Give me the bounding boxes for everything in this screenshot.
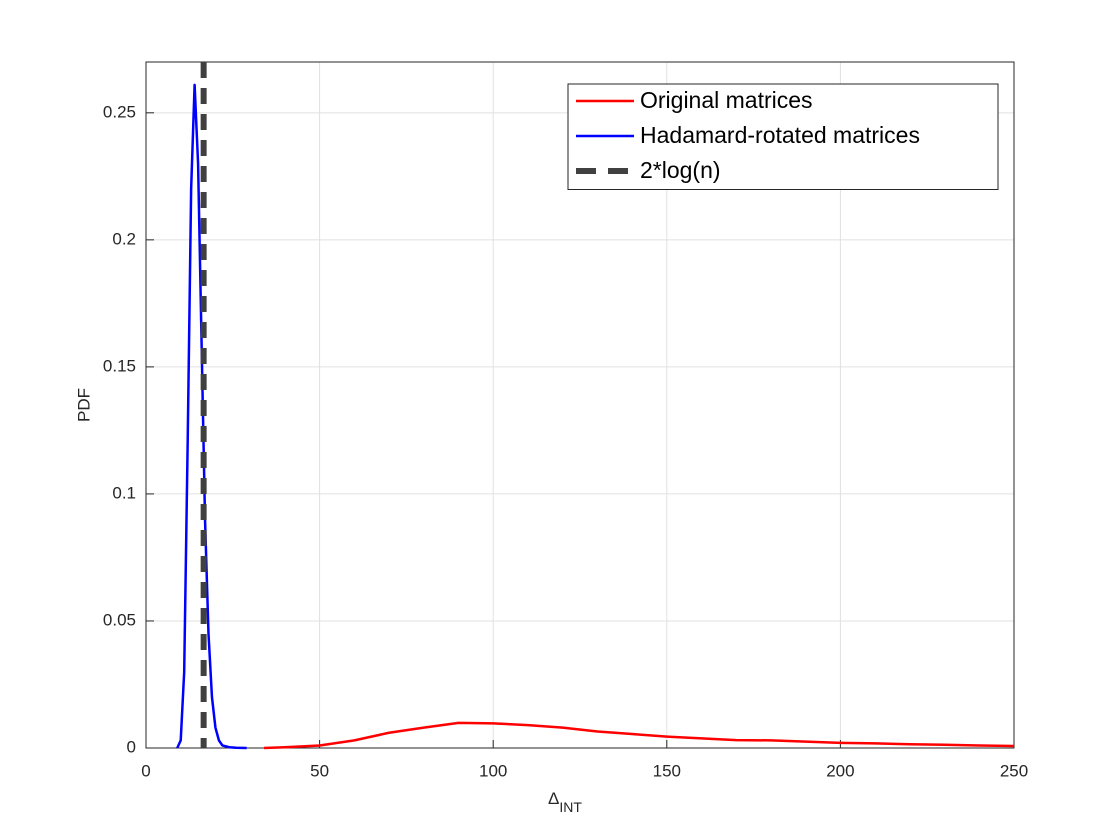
x-tick-label: 200 [826,761,854,780]
x-axis-label: ΔINT [548,789,582,814]
x-tick-label: 250 [1000,761,1028,780]
y-tick-label: 0 [127,737,136,756]
legend-label: Hadamard-rotated matrices [640,122,920,148]
legend-label: 2*log(n) [640,157,721,183]
data-line [264,721,1015,750]
legend-label: Original matrices [640,87,813,113]
y-tick-label: 0.15 [103,356,136,375]
x-axis-label-subscript: INT [559,799,582,815]
y-axis-label: PDF [74,388,93,422]
legend: Original matrices Hadamard-rotated matric… [567,83,999,190]
y-tick-label: 0.05 [103,610,136,629]
x-tick-label: 100 [479,761,507,780]
y-tick-label: 0.1 [112,483,136,502]
legend-box [567,83,999,190]
axes-box [145,61,1015,749]
y-tick-label: 0.2 [112,229,136,248]
x-tick-label: 50 [310,761,329,780]
x-tick-label: 0 [141,761,150,780]
x-tick-label: 150 [653,761,681,780]
y-tick-label: 0.25 [103,102,136,121]
x-axis-label-main: Δ [548,789,559,808]
